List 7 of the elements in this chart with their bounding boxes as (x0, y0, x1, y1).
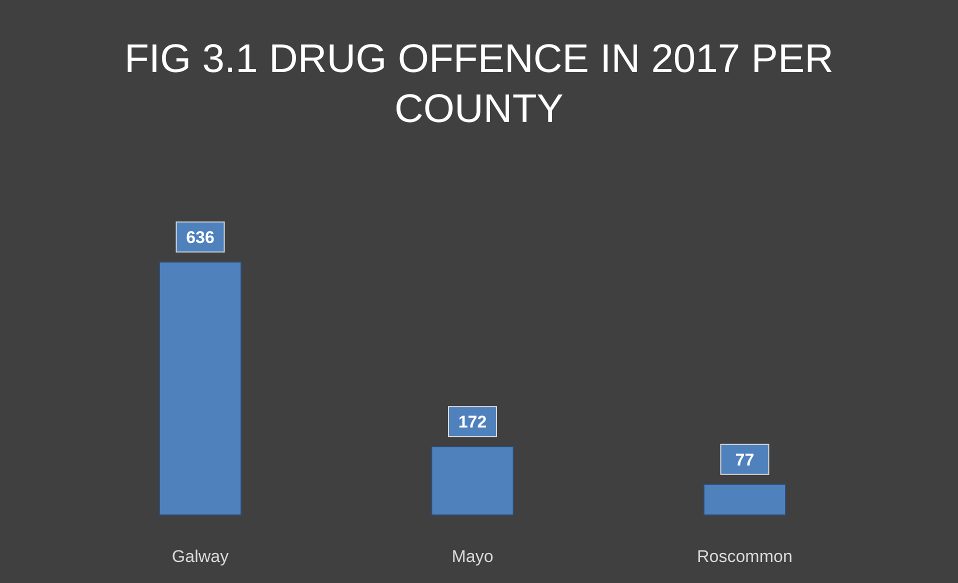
data-label: 77 (735, 450, 754, 470)
x-tick-label: Mayo (452, 547, 494, 566)
x-tick-label: Roscommon (697, 547, 792, 566)
data-label: 636 (186, 228, 214, 247)
chart-title: FIG 3.1 DRUG OFFENCE IN 2017 PER COUNTY (124, 37, 834, 131)
data-label: 172 (458, 412, 487, 432)
x-tick-label: Galway (172, 547, 230, 566)
